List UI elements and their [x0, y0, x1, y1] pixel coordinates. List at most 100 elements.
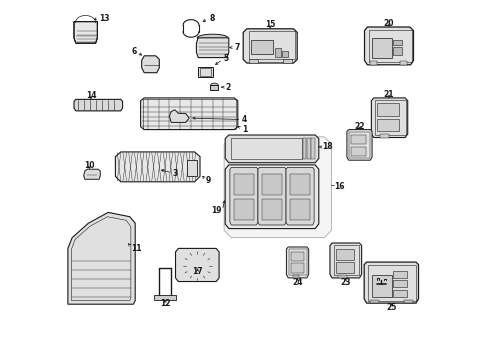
Polygon shape: [225, 135, 319, 163]
Bar: [336, 262, 354, 273]
Bar: [370, 61, 377, 65]
Bar: [393, 271, 407, 278]
Text: 11: 11: [132, 244, 142, 253]
Bar: [377, 103, 399, 116]
Text: 9: 9: [206, 176, 211, 185]
Bar: [372, 38, 392, 58]
Text: 19: 19: [211, 206, 221, 215]
Bar: [282, 51, 288, 57]
Ellipse shape: [202, 70, 209, 74]
Text: 21: 21: [384, 90, 394, 99]
Text: 17: 17: [192, 267, 203, 276]
Bar: [307, 138, 311, 159]
Polygon shape: [286, 247, 309, 278]
Bar: [262, 174, 282, 195]
Bar: [349, 132, 370, 158]
Bar: [293, 275, 299, 278]
Polygon shape: [364, 262, 418, 303]
Bar: [291, 252, 304, 261]
Polygon shape: [258, 167, 286, 225]
Text: 6: 6: [132, 47, 137, 56]
Bar: [351, 135, 366, 144]
Bar: [274, 48, 281, 57]
Polygon shape: [142, 56, 159, 73]
Polygon shape: [196, 38, 229, 58]
Text: 10: 10: [84, 161, 95, 170]
Polygon shape: [371, 98, 408, 138]
Polygon shape: [170, 110, 189, 122]
Ellipse shape: [210, 83, 219, 88]
Bar: [154, 295, 176, 300]
Bar: [262, 199, 282, 220]
Text: 15: 15: [265, 20, 275, 29]
Ellipse shape: [197, 34, 228, 41]
Bar: [368, 265, 416, 301]
Polygon shape: [175, 248, 219, 282]
Text: 20: 20: [384, 19, 394, 28]
Bar: [248, 59, 258, 63]
Polygon shape: [286, 167, 314, 225]
Bar: [231, 138, 301, 159]
Polygon shape: [74, 99, 122, 111]
Bar: [338, 275, 347, 278]
Polygon shape: [74, 22, 98, 43]
Bar: [234, 199, 254, 220]
Bar: [291, 263, 304, 273]
Bar: [380, 134, 389, 138]
Bar: [370, 300, 379, 303]
Bar: [311, 138, 315, 159]
Polygon shape: [141, 98, 238, 130]
Text: 8: 8: [209, 14, 215, 23]
Polygon shape: [225, 165, 319, 229]
Text: 5: 5: [223, 54, 228, 63]
Text: 4: 4: [242, 115, 247, 124]
Bar: [291, 174, 310, 195]
Bar: [283, 59, 292, 63]
Bar: [375, 100, 406, 135]
Text: 24: 24: [293, 278, 303, 287]
Polygon shape: [330, 243, 362, 278]
Text: 7: 7: [234, 43, 240, 52]
Bar: [289, 249, 307, 275]
Polygon shape: [347, 130, 372, 160]
Bar: [393, 40, 402, 45]
Text: 13: 13: [99, 14, 110, 23]
Text: 2: 2: [225, 83, 230, 92]
Bar: [210, 85, 219, 90]
Bar: [234, 174, 254, 195]
Bar: [393, 47, 402, 55]
Bar: [393, 280, 407, 287]
Polygon shape: [365, 27, 414, 65]
Polygon shape: [224, 137, 331, 238]
Text: 22: 22: [354, 122, 365, 131]
Text: 16: 16: [334, 182, 345, 191]
Text: 14: 14: [86, 91, 96, 100]
Polygon shape: [230, 167, 258, 225]
Text: 18: 18: [322, 143, 333, 152]
Bar: [393, 290, 407, 297]
Polygon shape: [243, 29, 297, 63]
Circle shape: [184, 252, 211, 279]
Text: 1: 1: [242, 125, 247, 134]
Bar: [372, 275, 392, 297]
Bar: [404, 300, 413, 303]
Text: 23: 23: [341, 278, 351, 287]
Bar: [198, 67, 213, 77]
Bar: [336, 249, 354, 260]
Bar: [400, 61, 407, 65]
Polygon shape: [84, 169, 100, 179]
Circle shape: [189, 257, 206, 275]
Text: 25: 25: [387, 303, 397, 312]
Bar: [187, 160, 197, 176]
Bar: [248, 31, 294, 59]
Text: 12: 12: [160, 299, 171, 307]
Polygon shape: [116, 152, 200, 182]
Bar: [377, 119, 399, 131]
Bar: [200, 68, 211, 76]
Bar: [369, 30, 412, 62]
Polygon shape: [147, 163, 158, 173]
Bar: [351, 147, 366, 156]
Polygon shape: [68, 212, 135, 304]
Bar: [291, 199, 310, 220]
Bar: [144, 99, 236, 129]
